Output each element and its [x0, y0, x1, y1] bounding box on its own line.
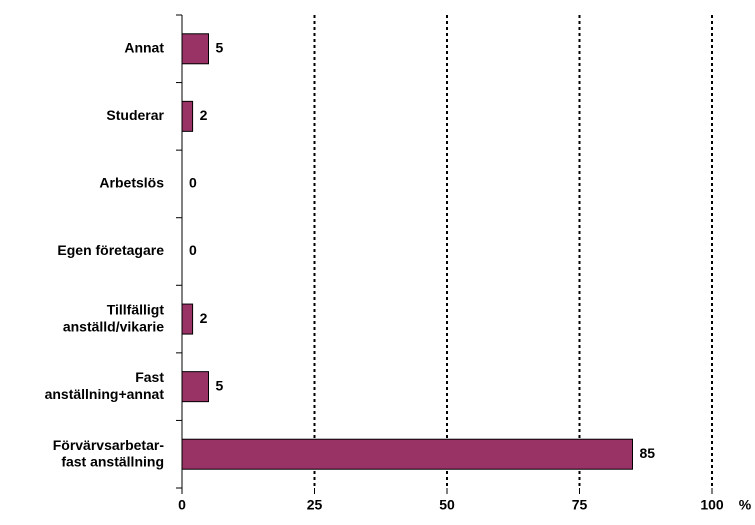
bar: [181, 371, 209, 403]
value-label: 0: [189, 175, 197, 191]
bar: [181, 100, 194, 132]
y-tick-label: Tillfälligt anställd/vikarie: [63, 301, 164, 334]
bar: [181, 303, 194, 335]
x-tick-label: 50: [439, 497, 455, 513]
y-tick-label: Arbetslös: [99, 175, 164, 191]
value-label: 2: [200, 107, 208, 123]
y-tick-label: Annat: [124, 39, 164, 55]
x-tick-label: 0: [178, 497, 186, 513]
value-label: 2: [200, 310, 208, 326]
value-label: 5: [216, 39, 224, 55]
x-tick-label: 25: [307, 497, 323, 513]
value-label: 0: [189, 242, 197, 258]
bar: [181, 438, 633, 470]
y-tick-label: Egen företagare: [57, 242, 164, 258]
y-tick-label: Fast anställning+annat: [45, 369, 165, 402]
bar: [181, 33, 209, 65]
y-tick-label: Studerar: [106, 107, 164, 123]
value-label: 85: [640, 445, 656, 461]
x-tick-label: 75: [572, 497, 588, 513]
y-tick-label: Förvärvsarbetar-fast anställning: [53, 437, 165, 470]
x-axis-label: %: [739, 497, 752, 513]
x-tick-label: 100: [700, 497, 724, 513]
value-label: 5: [216, 377, 224, 393]
